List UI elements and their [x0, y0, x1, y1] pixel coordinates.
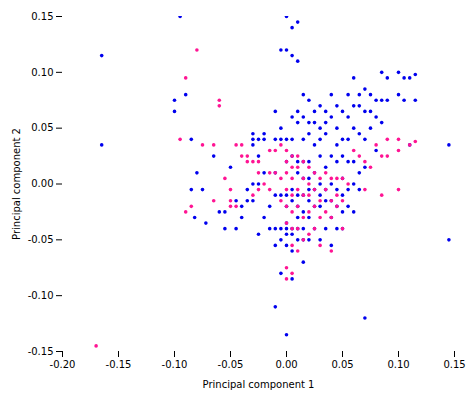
svg-text:-0.05: -0.05: [28, 234, 54, 245]
svg-text:Principal component 1: Principal component 1: [203, 379, 315, 390]
svg-text:-0.10: -0.10: [162, 359, 188, 370]
svg-text:-0.20: -0.20: [50, 359, 76, 370]
svg-text:0.15: 0.15: [31, 11, 53, 22]
svg-text:-0.10: -0.10: [28, 290, 54, 301]
svg-text:0.10: 0.10: [31, 67, 53, 78]
svg-text:0.10: 0.10: [387, 359, 409, 370]
svg-text:0.00: 0.00: [275, 359, 297, 370]
svg-text:-0.05: -0.05: [218, 359, 244, 370]
svg-text:-0.15: -0.15: [106, 359, 132, 370]
svg-text:-0.15: -0.15: [28, 346, 54, 357]
svg-text:0.05: 0.05: [331, 359, 353, 370]
svg-text:0.00: 0.00: [31, 178, 53, 189]
svg-text:Principal component 2: Principal component 2: [11, 128, 22, 240]
svg-text:0.05: 0.05: [31, 122, 53, 133]
svg-text:0.15: 0.15: [443, 359, 465, 370]
